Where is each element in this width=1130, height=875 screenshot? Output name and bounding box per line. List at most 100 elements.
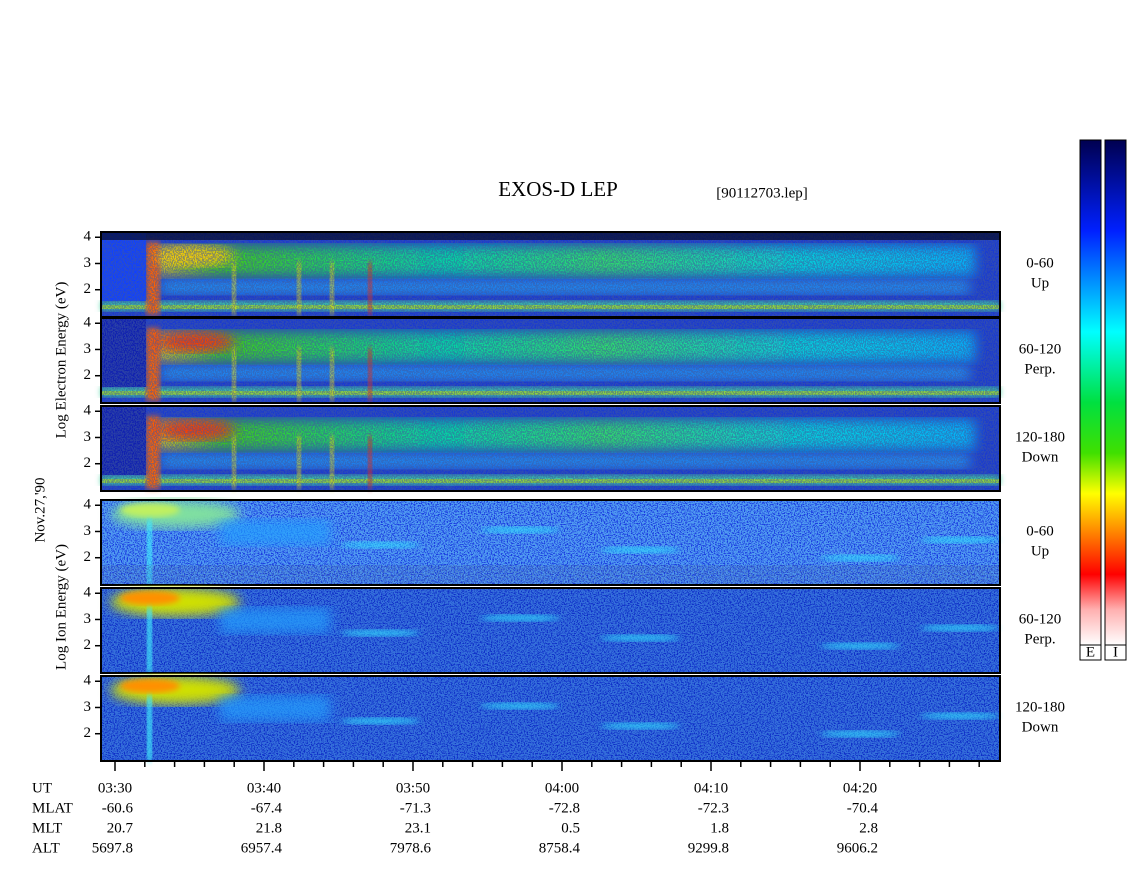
panel-side-label: 120-180 (1015, 429, 1065, 445)
streak (600, 635, 680, 641)
ephemeris-value: -60.6 (102, 800, 134, 816)
group-label: Log Electron Energy (eV) (53, 282, 69, 439)
colorbars: E I (1079, 139, 1127, 661)
ephemeris-value: -71.3 (400, 800, 431, 816)
panel (100, 499, 1001, 586)
y-tick-label: 4 (84, 673, 92, 689)
y-tick-label: 3 (84, 429, 92, 445)
streak (340, 718, 420, 724)
x-tick-label: 04:20 (843, 780, 877, 796)
speckle (101, 318, 1000, 403)
y-tick-label: 2 (84, 367, 92, 383)
ephemeris-value: 1.8 (710, 820, 729, 836)
colorbar-label-box (1104, 644, 1127, 661)
panel-side-label: 0-60 (1026, 255, 1054, 271)
stem (147, 520, 152, 585)
x-tick-label: 03:30 (98, 780, 132, 796)
y-tick-label: 3 (84, 611, 92, 627)
bottom-noise (101, 565, 1000, 585)
ephemeris-value: 20.7 (107, 820, 134, 836)
ephemeris-value: 9299.8 (688, 840, 729, 856)
group-label: Log Ion Energy (eV) (53, 544, 69, 670)
streak (480, 527, 560, 533)
panel-frame (100, 587, 1001, 674)
streak (920, 713, 1000, 719)
x-tick-label: 03:50 (396, 780, 430, 796)
panel-side-label: 60-120 (1019, 611, 1062, 627)
panel (100, 231, 1001, 318)
ephemeris-value: -67.4 (251, 800, 283, 816)
streak (600, 723, 680, 729)
x-tick-label: 03:40 (247, 780, 281, 796)
panel-frame (100, 499, 1001, 586)
y-tick-label: 2 (84, 725, 92, 741)
panel-side-label: Down (1022, 449, 1059, 465)
ephemeris-value: 2.8 (859, 820, 878, 836)
y-tick-label: 3 (84, 699, 92, 715)
ephemeris-value: -72.3 (698, 800, 729, 816)
panel (100, 587, 1001, 674)
panel-side-label: Up (1031, 275, 1049, 291)
x-axis-label: UT (32, 780, 52, 796)
file-label: [90112703.lep] (716, 185, 808, 201)
panel-side-label: Up (1031, 543, 1049, 559)
panel-side-label: Perp. (1024, 631, 1055, 647)
ephemeris-value: 6957.4 (241, 840, 283, 856)
drift (220, 608, 330, 633)
streak (820, 555, 900, 561)
ephemeris-value: 8758.4 (539, 840, 581, 856)
drift (220, 696, 330, 721)
panel (100, 317, 1001, 404)
hot-spot-core (120, 679, 180, 693)
ephemeris-value: 0.5 (561, 820, 580, 836)
panel-side-label: Perp. (1024, 361, 1055, 377)
panel (100, 405, 1001, 492)
stem (147, 696, 152, 761)
ephemeris-value: -72.8 (549, 800, 580, 816)
x-tick-label: 04:00 (545, 780, 579, 796)
y-tick-label: 4 (84, 229, 92, 245)
streak (600, 547, 680, 553)
ephemeris-label: ALT (32, 840, 60, 856)
colorbar (1079, 139, 1102, 646)
drift (220, 520, 330, 545)
ephemeris-value: 9606.2 (837, 840, 878, 856)
y-tick-label: 3 (84, 341, 92, 357)
colorbar (1104, 139, 1127, 646)
y-tick-label: 2 (84, 281, 92, 297)
colorbar-label-box (1079, 644, 1102, 661)
top-noise (101, 232, 1000, 240)
stem (147, 608, 152, 673)
ephemeris-value: 23.1 (405, 820, 431, 836)
streak (820, 731, 900, 737)
spectrogram-panels (100, 231, 1001, 762)
ephemeris-label: MLAT (32, 800, 73, 816)
speckle (101, 232, 1000, 317)
hot-spot-core (120, 591, 180, 605)
streak (340, 542, 420, 548)
ephemeris-value: 5697.8 (92, 840, 133, 856)
chart-title: EXOS-D LEP (498, 177, 618, 201)
hot-spot-core (120, 503, 180, 517)
ephemeris-label: MLT (32, 820, 62, 836)
y-tick-label: 4 (84, 585, 92, 601)
ephemeris-value: -70.4 (847, 800, 879, 816)
axes: 2 3 4 0-60 Up 2 3 4 60-120 Perp. 2 3 4 120-180 Down 2 3 4… (32, 229, 1065, 857)
streak (920, 625, 1000, 631)
ephemeris-value: 21.8 (256, 820, 282, 836)
streak (920, 537, 1000, 543)
panel-side-label: 60-120 (1019, 341, 1062, 357)
panel-frame (100, 405, 1001, 492)
streak (340, 630, 420, 636)
y-tick-label: 4 (84, 497, 92, 513)
streak (480, 615, 560, 621)
x-tick-label: 04:10 (694, 780, 728, 796)
y-tick-label: 2 (84, 455, 92, 471)
panel-side-label: Down (1022, 719, 1059, 735)
colorbar-label: I (1113, 644, 1118, 660)
streak (820, 643, 900, 649)
panel-side-label: 120-180 (1015, 699, 1065, 715)
y-tick-label: 3 (84, 255, 92, 271)
panel-frame (100, 317, 1001, 404)
